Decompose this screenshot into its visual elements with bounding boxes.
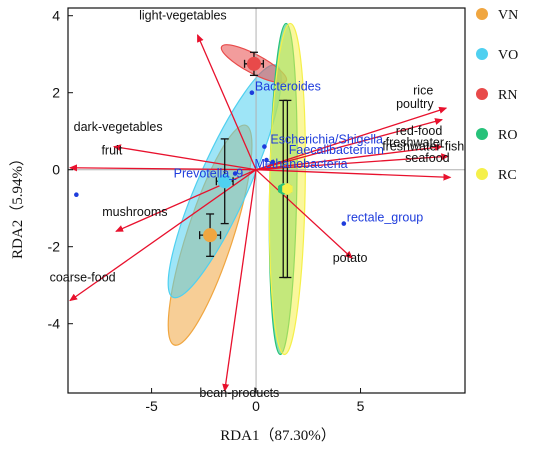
env-label: red-food [396, 124, 443, 138]
env-label: dark-vegetables [74, 120, 163, 134]
legend-label: VO [498, 48, 518, 63]
centroid-rc [282, 182, 293, 195]
legend-marker-vn [476, 8, 488, 20]
taxon-point [232, 171, 238, 176]
legend-marker-rn [476, 88, 488, 100]
y-tick-label: 2 [52, 85, 60, 101]
env-label: poultry [396, 97, 434, 111]
env-arrow [255, 169, 353, 259]
legend: VN VO RN RO RC [476, 8, 518, 183]
env-label: rice [413, 84, 433, 98]
taxon-point [270, 159, 276, 165]
env-arrow [222, 169, 257, 392]
centroid-rn [246, 56, 261, 71]
legend-label: VN [498, 8, 518, 23]
plot-frame [67, 7, 466, 394]
env-label: fruit [101, 143, 122, 157]
env-arrow [112, 144, 257, 171]
legend-label: RN [498, 88, 517, 103]
env-label: freshwater [386, 136, 444, 150]
taxon-point [249, 90, 255, 95]
taxon-label: Escherichia/Shigella [270, 133, 383, 147]
env-label: coarse-food [50, 270, 116, 284]
taxon-point [341, 221, 347, 226]
taxa-points: Bacteroides Prevotella_9 Methanobacteria Es… [74, 80, 423, 226]
taxon-label: Faecalibacterium [289, 143, 384, 157]
taxon-label: Prevotella_9 [174, 167, 244, 181]
group-centroids [203, 56, 293, 243]
y-tick-label: 4 [52, 8, 60, 24]
x-tick-label: 0 [252, 398, 260, 414]
legend-label: RO [498, 128, 517, 143]
taxon-label: Methanobacteria [255, 157, 348, 171]
y-axis-label: RDA2（5.94%） [9, 151, 26, 259]
env-label: potato [333, 251, 368, 265]
env-arrow [256, 153, 450, 171]
x-tick-label: 5 [357, 398, 365, 414]
legend-label: RC [498, 168, 517, 183]
taxon-label: Bacteroides [255, 80, 321, 94]
env-arrow [196, 34, 257, 170]
axes: -5 0 5 4 2 0 -2 -4 [48, 7, 466, 414]
env-label: mushrooms [102, 205, 167, 219]
taxon-point [262, 144, 267, 149]
legend-marker-rc [476, 168, 488, 180]
y-tick-label: 0 [52, 162, 60, 178]
env-arrow [256, 169, 452, 181]
env-labels: light-vegetables dark-vegetables fruit mush… [50, 9, 465, 400]
x-tick-label: -5 [145, 398, 158, 414]
taxon-point [74, 192, 79, 198]
env-label: seafood [405, 151, 450, 165]
env-label: light-vegetables [139, 9, 227, 23]
env-label: freshwater-fish [382, 139, 464, 153]
taxon-point [264, 157, 269, 163]
legend-marker-ro [476, 128, 488, 140]
centroid-vn [203, 228, 218, 243]
y-tick-label: -4 [48, 316, 61, 332]
y-tick-label: -2 [48, 239, 61, 255]
taxon-label: rectale_group [347, 211, 423, 225]
centroid-vo [217, 174, 232, 189]
x-axis-label: RDA1（87.30%） [220, 427, 335, 444]
legend-marker-vo [476, 48, 488, 60]
